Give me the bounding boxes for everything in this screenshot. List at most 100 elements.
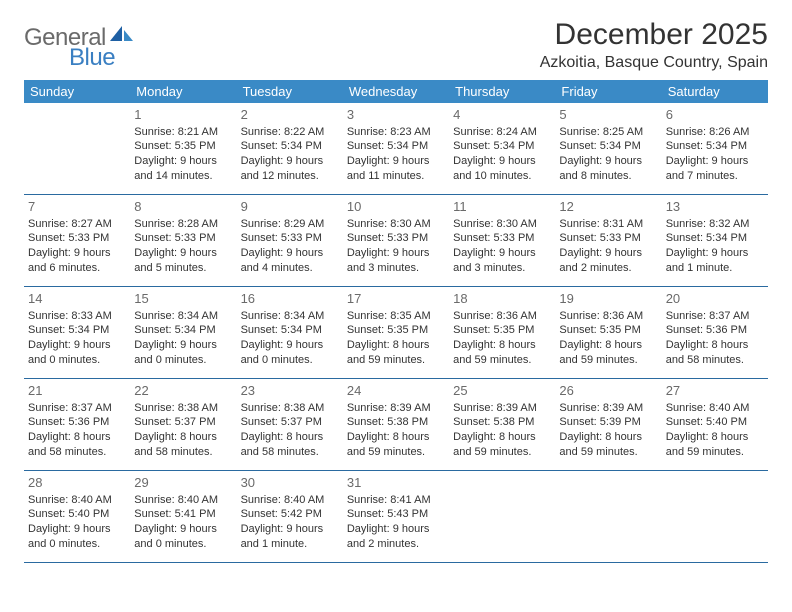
day-number: 11 (453, 198, 551, 216)
daylight-line: Daylight: 9 hours and 12 minutes. (241, 154, 339, 184)
sunrise-line: Sunrise: 8:40 AM (28, 493, 126, 508)
sunrise-line: Sunrise: 8:34 AM (241, 309, 339, 324)
sunrise-line: Sunrise: 8:39 AM (347, 401, 445, 416)
daylight-line: Daylight: 9 hours and 3 minutes. (347, 246, 445, 276)
daylight-line: Daylight: 9 hours and 8 minutes. (559, 154, 657, 184)
sunrise-line: Sunrise: 8:33 AM (28, 309, 126, 324)
sunrise-line: Sunrise: 8:40 AM (241, 493, 339, 508)
location-text: Azkoitia, Basque Country, Spain (540, 54, 768, 72)
calendar-cell: 1Sunrise: 8:21 AMSunset: 5:35 PMDaylight… (130, 103, 236, 195)
daylight-line: Daylight: 9 hours and 11 minutes. (347, 154, 445, 184)
sunrise-line: Sunrise: 8:37 AM (28, 401, 126, 416)
calendar-cell: 28Sunrise: 8:40 AMSunset: 5:40 PMDayligh… (24, 471, 130, 563)
day-number: 29 (134, 474, 232, 492)
day-number: 20 (666, 290, 764, 308)
daylight-line: Daylight: 9 hours and 0 minutes. (28, 522, 126, 552)
sunset-line: Sunset: 5:38 PM (347, 415, 445, 430)
calendar-cell: 15Sunrise: 8:34 AMSunset: 5:34 PMDayligh… (130, 287, 236, 379)
daylight-line: Daylight: 8 hours and 58 minutes. (134, 430, 232, 460)
sunset-line: Sunset: 5:41 PM (134, 507, 232, 522)
day-number: 27 (666, 382, 764, 400)
weekday-header: Wednesday (343, 80, 449, 103)
calendar-cell: 29Sunrise: 8:40 AMSunset: 5:41 PMDayligh… (130, 471, 236, 563)
sunrise-line: Sunrise: 8:29 AM (241, 217, 339, 232)
sunrise-line: Sunrise: 8:37 AM (666, 309, 764, 324)
day-number: 5 (559, 106, 657, 124)
weekday-header: Monday (130, 80, 236, 103)
day-number: 1 (134, 106, 232, 124)
weekday-header: Tuesday (237, 80, 343, 103)
daylight-line: Daylight: 8 hours and 59 minutes. (347, 338, 445, 368)
daylight-line: Daylight: 8 hours and 59 minutes. (559, 338, 657, 368)
sunrise-line: Sunrise: 8:36 AM (559, 309, 657, 324)
sunrise-line: Sunrise: 8:40 AM (134, 493, 232, 508)
daylight-line: Daylight: 9 hours and 1 minute. (241, 522, 339, 552)
sunset-line: Sunset: 5:34 PM (241, 139, 339, 154)
calendar-cell: 7Sunrise: 8:27 AMSunset: 5:33 PMDaylight… (24, 195, 130, 287)
logo: General Blue (24, 24, 135, 52)
day-number: 24 (347, 382, 445, 400)
calendar-cell: 22Sunrise: 8:38 AMSunset: 5:37 PMDayligh… (130, 379, 236, 471)
calendar-cell: 21Sunrise: 8:37 AMSunset: 5:36 PMDayligh… (24, 379, 130, 471)
sunrise-line: Sunrise: 8:26 AM (666, 125, 764, 140)
sunrise-line: Sunrise: 8:38 AM (134, 401, 232, 416)
calendar-cell: 26Sunrise: 8:39 AMSunset: 5:39 PMDayligh… (555, 379, 661, 471)
day-number: 16 (241, 290, 339, 308)
calendar-cell: 13Sunrise: 8:32 AMSunset: 5:34 PMDayligh… (662, 195, 768, 287)
day-number: 7 (28, 198, 126, 216)
sunset-line: Sunset: 5:33 PM (453, 231, 551, 246)
day-number: 21 (28, 382, 126, 400)
day-number: 14 (28, 290, 126, 308)
daylight-line: Daylight: 9 hours and 0 minutes. (134, 338, 232, 368)
sunset-line: Sunset: 5:40 PM (28, 507, 126, 522)
sunset-line: Sunset: 5:35 PM (347, 323, 445, 338)
day-number: 25 (453, 382, 551, 400)
daylight-line: Daylight: 8 hours and 59 minutes. (453, 338, 551, 368)
sunset-line: Sunset: 5:37 PM (134, 415, 232, 430)
daylight-line: Daylight: 8 hours and 58 minutes. (241, 430, 339, 460)
daylight-line: Daylight: 8 hours and 58 minutes. (666, 338, 764, 368)
calendar-cell: 23Sunrise: 8:38 AMSunset: 5:37 PMDayligh… (237, 379, 343, 471)
calendar-cell: 8Sunrise: 8:28 AMSunset: 5:33 PMDaylight… (130, 195, 236, 287)
sunrise-line: Sunrise: 8:39 AM (559, 401, 657, 416)
calendar-body: 1Sunrise: 8:21 AMSunset: 5:35 PMDaylight… (24, 103, 768, 563)
title-block: December 2025 Azkoitia, Basque Country, … (540, 18, 768, 72)
daylight-line: Daylight: 9 hours and 2 minutes. (559, 246, 657, 276)
sunrise-line: Sunrise: 8:27 AM (28, 217, 126, 232)
calendar-cell: 11Sunrise: 8:30 AMSunset: 5:33 PMDayligh… (449, 195, 555, 287)
sunrise-line: Sunrise: 8:34 AM (134, 309, 232, 324)
sunrise-line: Sunrise: 8:23 AM (347, 125, 445, 140)
sunset-line: Sunset: 5:34 PM (28, 323, 126, 338)
sunset-line: Sunset: 5:33 PM (134, 231, 232, 246)
day-number: 8 (134, 198, 232, 216)
day-number: 15 (134, 290, 232, 308)
daylight-line: Daylight: 9 hours and 14 minutes. (134, 154, 232, 184)
day-number: 26 (559, 382, 657, 400)
calendar-cell: 9Sunrise: 8:29 AMSunset: 5:33 PMDaylight… (237, 195, 343, 287)
calendar: SundayMondayTuesdayWednesdayThursdayFrid… (24, 80, 768, 563)
day-number: 18 (453, 290, 551, 308)
weekday-header: Saturday (662, 80, 768, 103)
sunset-line: Sunset: 5:35 PM (134, 139, 232, 154)
day-number: 10 (347, 198, 445, 216)
sunset-line: Sunset: 5:36 PM (28, 415, 126, 430)
calendar-cell (555, 471, 661, 563)
header: General Blue December 2025 Azkoitia, Bas… (24, 18, 768, 72)
day-number: 28 (28, 474, 126, 492)
sunset-line: Sunset: 5:42 PM (241, 507, 339, 522)
calendar-cell (449, 471, 555, 563)
sunset-line: Sunset: 5:35 PM (559, 323, 657, 338)
daylight-line: Daylight: 9 hours and 2 minutes. (347, 522, 445, 552)
daylight-line: Daylight: 9 hours and 10 minutes. (453, 154, 551, 184)
daylight-line: Daylight: 9 hours and 6 minutes. (28, 246, 126, 276)
day-number: 22 (134, 382, 232, 400)
day-number: 2 (241, 106, 339, 124)
sunset-line: Sunset: 5:34 PM (347, 139, 445, 154)
calendar-cell: 18Sunrise: 8:36 AMSunset: 5:35 PMDayligh… (449, 287, 555, 379)
day-number: 12 (559, 198, 657, 216)
sunrise-line: Sunrise: 8:22 AM (241, 125, 339, 140)
calendar-cell: 5Sunrise: 8:25 AMSunset: 5:34 PMDaylight… (555, 103, 661, 195)
sunset-line: Sunset: 5:36 PM (666, 323, 764, 338)
weekday-header: Sunday (24, 80, 130, 103)
calendar-cell: 6Sunrise: 8:26 AMSunset: 5:34 PMDaylight… (662, 103, 768, 195)
